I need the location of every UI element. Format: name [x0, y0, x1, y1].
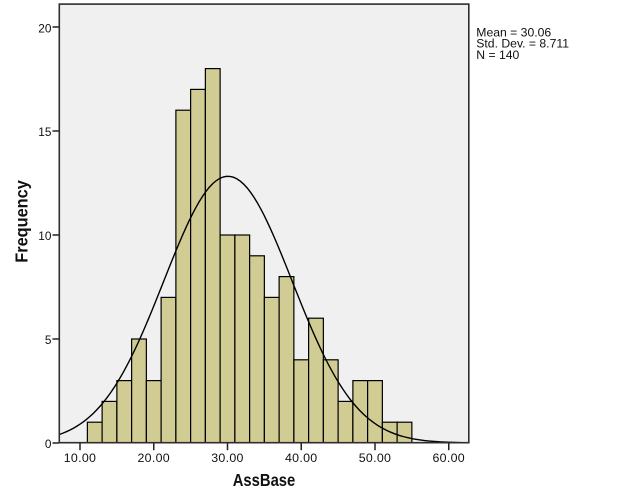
svg-text:15: 15 [38, 125, 52, 139]
svg-text:50.00: 50.00 [359, 451, 392, 465]
svg-text:Mean = 30.06: Mean = 30.06 [476, 25, 551, 39]
svg-text:5: 5 [45, 333, 52, 347]
svg-text:0: 0 [45, 437, 52, 451]
svg-text:N = 140: N = 140 [476, 48, 519, 62]
svg-text:20.00: 20.00 [137, 451, 170, 465]
svg-text:60.00: 60.00 [432, 451, 465, 465]
svg-text:20: 20 [38, 22, 52, 36]
svg-text:Frequency: Frequency [11, 180, 31, 263]
svg-text:40.00: 40.00 [285, 451, 318, 465]
svg-text:30.00: 30.00 [211, 451, 244, 465]
svg-text:AssBase: AssBase [233, 470, 296, 490]
svg-text:10: 10 [38, 229, 52, 243]
svg-text:10.00: 10.00 [64, 451, 97, 465]
svg-text:Std. Dev. = 8.711: Std. Dev. = 8.711 [476, 37, 569, 51]
